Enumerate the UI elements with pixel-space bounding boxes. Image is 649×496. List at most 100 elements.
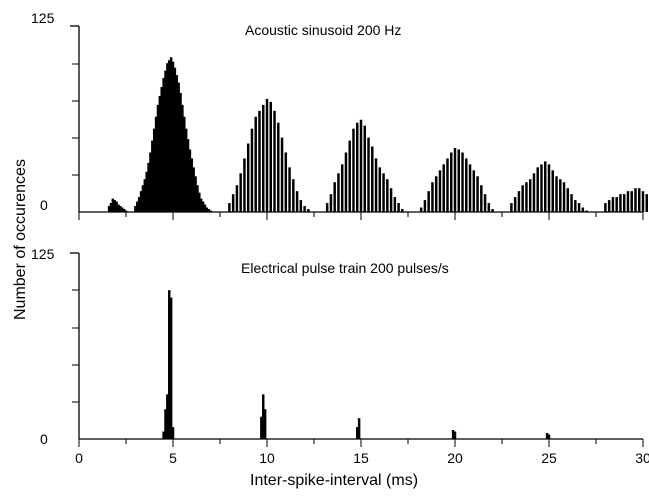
histogram-bar-acoustic bbox=[190, 158, 194, 212]
x-tick-label: 10 bbox=[259, 450, 275, 466]
histogram-bar-acoustic bbox=[329, 194, 333, 212]
histogram-bar-acoustic bbox=[124, 210, 128, 212]
histogram-bar-acoustic bbox=[487, 203, 491, 212]
histogram-bar-acoustic bbox=[205, 207, 209, 212]
histogram-bar-acoustic bbox=[136, 201, 139, 212]
histogram-bar-acoustic bbox=[438, 170, 442, 212]
histogram-bar-acoustic bbox=[183, 116, 186, 212]
histogram-bar-acoustic bbox=[513, 197, 517, 212]
histogram-bar-acoustic bbox=[472, 170, 476, 212]
histogram-bar-electrical bbox=[263, 409, 267, 439]
histogram-bar-acoustic bbox=[397, 203, 400, 212]
x-tick-label: 30 bbox=[635, 450, 649, 466]
histogram-bar-acoustic bbox=[284, 152, 288, 212]
histogram-bar-acoustic bbox=[199, 198, 203, 212]
histogram-bar-acoustic bbox=[156, 104, 160, 212]
histogram-bar-acoustic bbox=[626, 191, 630, 212]
histogram-bar-acoustic bbox=[152, 128, 156, 212]
histogram-bar-acoustic bbox=[269, 101, 272, 212]
histogram-bars-acoustic bbox=[107, 57, 648, 213]
histogram-bar-acoustic bbox=[386, 179, 389, 212]
histogram-bar-acoustic bbox=[544, 161, 547, 212]
histogram-bar-acoustic bbox=[299, 200, 303, 212]
histogram-bar-acoustic bbox=[179, 92, 182, 212]
histogram-bar-electrical bbox=[262, 394, 265, 439]
panel-title-acoustic: Acoustic sinusoid 200 Hz bbox=[245, 22, 401, 38]
x-tick-label: 25 bbox=[541, 450, 557, 466]
histogram-bar-acoustic bbox=[389, 188, 393, 212]
histogram-bar-acoustic bbox=[540, 164, 543, 212]
histogram-bar-acoustic bbox=[574, 200, 577, 212]
histogram-bar-acoustic bbox=[273, 110, 276, 212]
histogram-bar-acoustic bbox=[570, 194, 573, 212]
histogram-bar-acoustic bbox=[378, 167, 382, 212]
histogram-bar-acoustic bbox=[113, 200, 116, 212]
histogram-bar-acoustic bbox=[536, 167, 539, 212]
histogram-bar-acoustic bbox=[547, 164, 551, 212]
histogram-bar-acoustic bbox=[173, 67, 177, 212]
x-tick-label: 15 bbox=[353, 450, 369, 466]
histogram-bar-acoustic bbox=[431, 182, 434, 212]
histogram-bar-acoustic bbox=[117, 204, 120, 212]
histogram-bar-acoustic bbox=[177, 82, 180, 212]
x-tick-label: 20 bbox=[447, 450, 463, 466]
histogram-bar-acoustic bbox=[442, 164, 445, 212]
histogram-bar-acoustic bbox=[559, 179, 562, 212]
histogram-bar-acoustic bbox=[528, 179, 532, 212]
y-tick-label-zero-electrical: 0 bbox=[40, 431, 48, 447]
histogram-bar-acoustic bbox=[434, 176, 438, 212]
histogram-bar-acoustic bbox=[160, 87, 163, 212]
histogram-bar-acoustic bbox=[162, 78, 165, 212]
histogram-bar-acoustic bbox=[401, 209, 404, 212]
histogram-bar-acoustic bbox=[188, 149, 192, 212]
histogram-bar-electrical bbox=[357, 418, 361, 439]
panel-acoustic: 125 0 Acoustic sinusoid 200 Hz bbox=[31, 10, 648, 213]
histogram-bar-acoustic bbox=[194, 176, 197, 212]
histogram-bar-acoustic bbox=[258, 110, 261, 212]
x-axis-title: Inter-spike-interval (ms) bbox=[250, 472, 418, 489]
histogram-bar-acoustic bbox=[359, 119, 363, 212]
histogram-bar-electrical bbox=[171, 427, 175, 439]
histogram-bar-acoustic bbox=[151, 140, 154, 212]
histogram-bar-acoustic bbox=[483, 194, 487, 212]
x-tick-label: 5 bbox=[169, 450, 177, 466]
histogram-bar-acoustic bbox=[333, 182, 336, 212]
histogram-bar-acoustic bbox=[239, 173, 242, 212]
histogram-bar-acoustic bbox=[203, 204, 207, 212]
histogram-bar-acoustic bbox=[145, 171, 148, 212]
histogram-bar-electrical bbox=[453, 431, 457, 439]
histogram-bar-acoustic bbox=[532, 173, 536, 212]
histogram-bar-acoustic bbox=[427, 191, 430, 212]
histogram-bar-acoustic bbox=[645, 194, 648, 212]
histogram-bar-acoustic bbox=[566, 188, 570, 212]
histogram-bar-acoustic bbox=[141, 185, 145, 212]
histogram-bar-acoustic bbox=[465, 158, 468, 212]
histogram-bar-acoustic bbox=[356, 122, 359, 212]
histogram-bar-acoustic bbox=[288, 167, 291, 212]
histogram-bar-acoustic bbox=[423, 200, 427, 212]
histogram-bar-electrical bbox=[169, 297, 173, 439]
histogram-bar-acoustic bbox=[107, 206, 111, 212]
histogram-bar-acoustic bbox=[622, 194, 626, 212]
histogram-bar-acoustic bbox=[149, 152, 152, 212]
histogram-bar-acoustic bbox=[641, 191, 645, 212]
histogram-bar-acoustic bbox=[295, 191, 299, 212]
histogram-bar-acoustic bbox=[468, 164, 472, 212]
histogram-bar-acoustic bbox=[457, 149, 460, 212]
histogram-bar-acoustic bbox=[476, 176, 479, 212]
histogram-bar-acoustic bbox=[517, 191, 521, 212]
histogram-bar-acoustic bbox=[209, 210, 212, 212]
histogram-bar-acoustic bbox=[250, 128, 254, 212]
histogram-bar-acoustic bbox=[382, 173, 385, 212]
histogram-bar-acoustic bbox=[551, 170, 554, 212]
panel-electrical: 125 0 Electrical pulse train 200 pulses/… bbox=[31, 246, 643, 447]
histogram-bar-electrical bbox=[356, 427, 359, 439]
histogram-bar-electrical bbox=[164, 409, 167, 439]
histogram-bar-acoustic bbox=[393, 197, 397, 212]
histogram-bar-acoustic bbox=[139, 191, 143, 212]
histogram-bar-acoustic bbox=[340, 164, 344, 212]
histogram-bars-electrical bbox=[162, 290, 551, 439]
histogram-bar-acoustic bbox=[367, 137, 370, 212]
histogram-bar-electrical bbox=[451, 430, 455, 439]
